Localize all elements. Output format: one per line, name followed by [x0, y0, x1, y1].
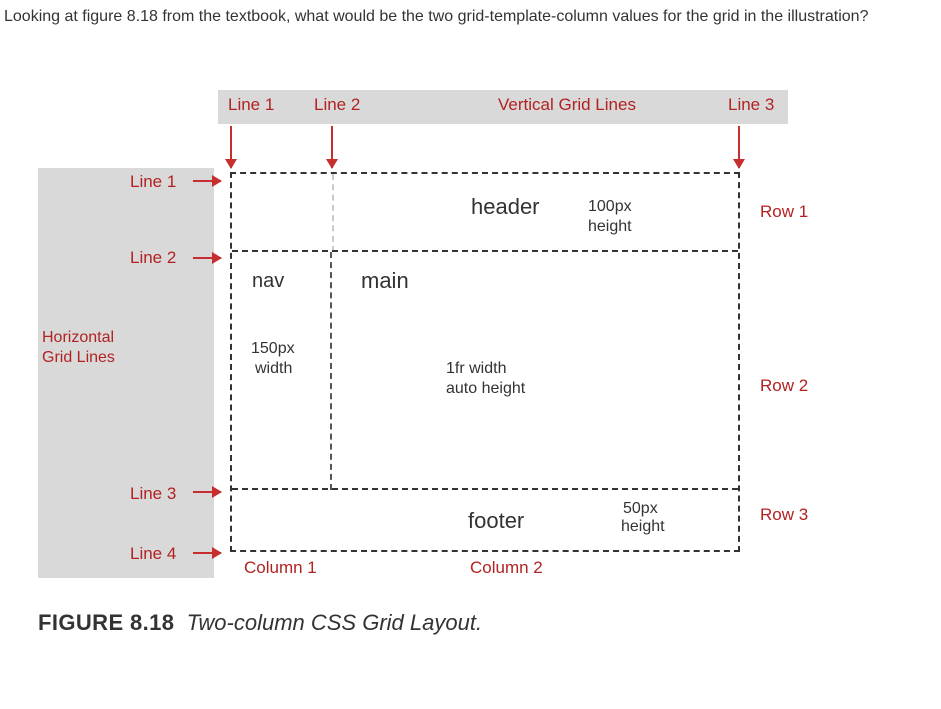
arrow-down-icon [738, 126, 740, 168]
figure-diagram: Line 1 Line 2 Vertical Grid Lines Line 3… [38, 90, 898, 650]
header-value: 100px [588, 198, 632, 216]
hbar-title-l1: Horizontal [42, 329, 114, 346]
row-1-label: Row 1 [760, 202, 808, 222]
hline-4-label: Line 4 [130, 544, 176, 564]
column-2-label: Column 2 [470, 558, 543, 578]
main-dim: auto height [446, 380, 525, 398]
figure-caption: FIGURE 8.18 Two-column CSS Grid Layout. [38, 610, 482, 636]
nav-dim: width [255, 360, 292, 378]
main-label: main [361, 268, 409, 294]
hline-2-label: Line 2 [130, 248, 176, 268]
row-3-label: Row 3 [760, 505, 808, 525]
vline-3-label: Line 3 [728, 95, 774, 115]
vline-2-label: Line 2 [314, 95, 360, 115]
arrow-down-icon [331, 126, 333, 168]
arrow-down-icon [230, 126, 232, 168]
arrow-right-icon [193, 491, 221, 493]
footer-label: footer [468, 508, 524, 534]
figure-number: FIGURE 8.18 [38, 610, 174, 635]
question-text: Looking at figure 8.18 from the textbook… [4, 8, 868, 26]
figure-title: Two-column CSS Grid Layout. [181, 610, 482, 635]
header-dim: height [588, 218, 632, 236]
column-1-label: Column 1 [244, 558, 317, 578]
arrow-right-icon [193, 257, 221, 259]
horizontal-lines-bar: Line 1 Line 2 Horizontal Grid Lines Line… [38, 168, 214, 578]
hbar-title-l2: Grid Lines [42, 349, 115, 366]
footer-dim: height [621, 518, 665, 536]
nav-value: 150px [251, 340, 295, 358]
footer-value: 50px [623, 500, 658, 518]
vertical-lines-title: Vertical Grid Lines [498, 95, 636, 115]
hline-1-label: Line 1 [130, 172, 176, 192]
arrow-right-icon [193, 552, 221, 554]
vline-1-label: Line 1 [228, 95, 274, 115]
row-2-label: Row 2 [760, 376, 808, 396]
horizontal-lines-title: Horizontal Grid Lines [42, 328, 115, 368]
header-label: header [471, 194, 540, 220]
hline-3-label: Line 3 [130, 484, 176, 504]
main-value: 1fr width [446, 360, 506, 378]
vertical-lines-bar: Line 1 Line 2 Vertical Grid Lines Line 3 [218, 90, 788, 124]
nav-label: nav [252, 270, 284, 293]
arrow-right-icon [193, 180, 221, 182]
